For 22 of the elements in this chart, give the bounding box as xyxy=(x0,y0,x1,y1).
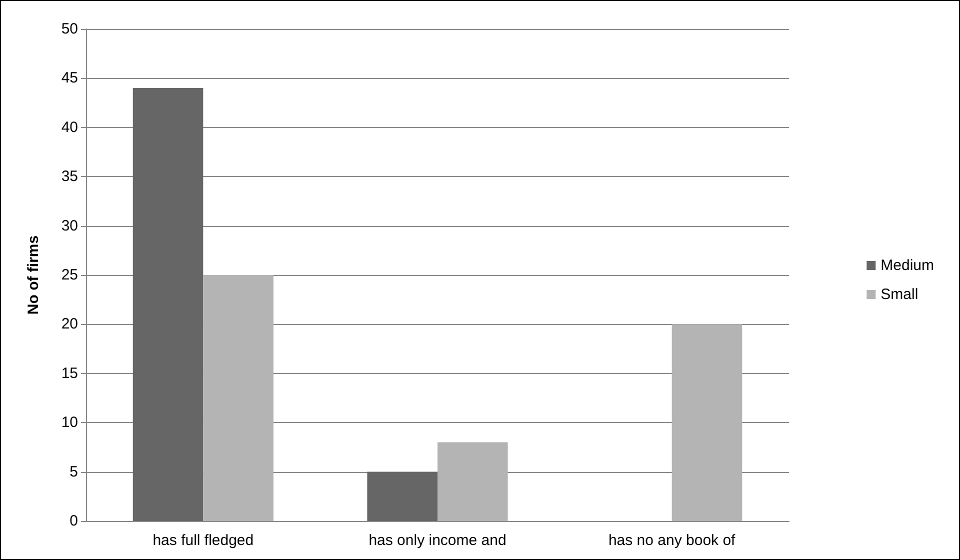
y-tick-label: 10 xyxy=(61,414,78,432)
legend-label: Small xyxy=(880,286,918,303)
x-tick-label: has no any book of xyxy=(608,532,736,549)
y-tick-label: 15 xyxy=(61,364,78,382)
y-tick-label: 20 xyxy=(61,316,78,333)
y-tick-label: 5 xyxy=(70,463,78,480)
bar xyxy=(672,324,742,521)
y-tick-label: 50 xyxy=(61,20,78,38)
y-axis-title: No of firms xyxy=(25,235,42,315)
legend-label: Medium xyxy=(880,257,934,274)
bar xyxy=(132,88,204,521)
y-tick-label: 35 xyxy=(61,168,78,186)
x-tick-label: has only income and xyxy=(368,532,506,549)
y-tick-label: 25 xyxy=(61,266,78,284)
y-tick-label: 30 xyxy=(61,217,78,234)
bar xyxy=(438,442,508,521)
y-tick-label: 45 xyxy=(61,70,78,87)
y-tick-label: 40 xyxy=(61,118,78,136)
y-tick-label: 0 xyxy=(70,512,78,530)
bar xyxy=(367,472,438,521)
bar xyxy=(203,275,274,521)
x-tick-label: has full fledged xyxy=(152,532,254,549)
